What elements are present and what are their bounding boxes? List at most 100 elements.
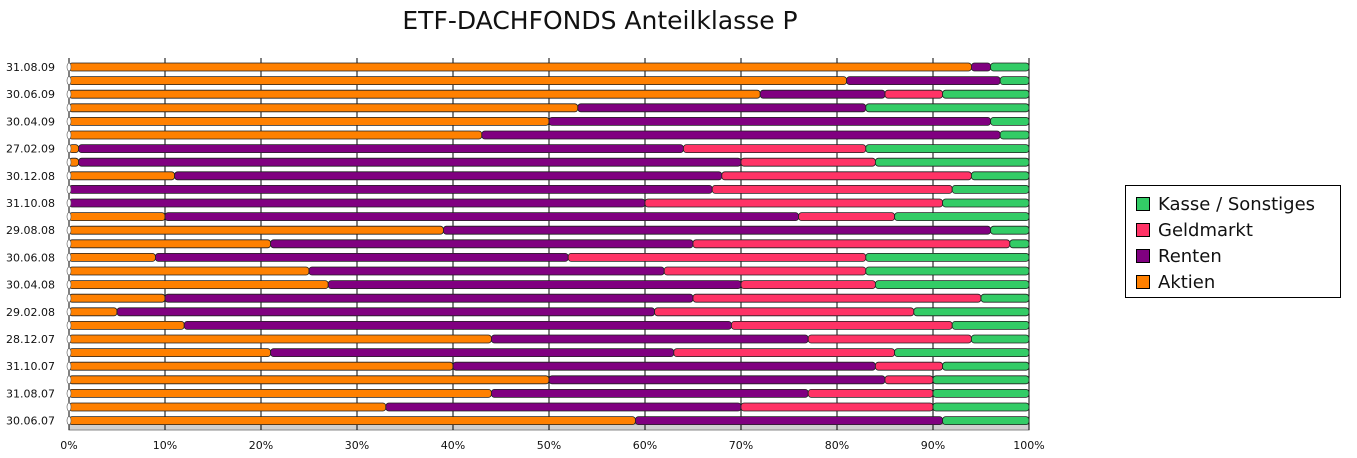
bar-segment-geldmarkt [673,348,895,358]
x-tick-label: 100% [1013,439,1044,452]
y-tick-label: 27.02.09 [6,143,55,156]
bar-cap [66,293,72,303]
bar-segment-kasse-sonstiges [971,171,1030,181]
legend-item: Kasse / Sonstiges [1136,191,1340,217]
y-tick-label: 30.06.09 [6,88,55,101]
bar-segment-aktien [68,266,310,276]
stacked-bar-chart: 0% 10% 20% 30% 40% 50% 60% 70% 80% 90% 100% 31.08.0… [6,58,1045,452]
bar-layer [66,62,1030,426]
bar-segment-aktien [68,62,972,72]
bar-segment-kasse-sonstiges [951,184,1030,194]
axis-layer: 0% 10% 20% 30% 40% 50% 60% 70% 80% 90% 100% 31.08.0… [6,61,1045,452]
bar-cap [66,89,72,99]
bar-segment-aktien [68,117,550,126]
y-tick-label: 31.10.08 [6,197,55,210]
bar-segment-aktien [68,103,579,113]
y-tick-label: 30.04.09 [6,115,55,128]
bar-segment-renten [385,402,742,412]
bar-segment-renten [68,198,646,208]
bar-segment-renten [270,239,694,249]
bar-segment-aktien [68,320,185,330]
bar-segment-kasse-sonstiges [932,375,1030,385]
bar-segment-kasse-sonstiges [932,402,1030,412]
bar-cap [66,103,72,113]
bar-cap [66,348,72,357]
bar-segment-renten [270,348,675,358]
bar-cap [66,389,72,398]
bar-segment-kasse-sonstiges [875,157,1030,167]
bar-segment-aktien [68,252,156,262]
bar-segment-geldmarkt [740,280,876,290]
legend-label: Kasse / Sonstiges [1158,193,1316,215]
y-tick-label: 28.12.07 [6,333,55,346]
legend-label: Renten [1158,245,1222,267]
bar-cap [66,253,72,262]
bar-segment-renten [68,184,713,194]
y-tick-label: 31.08.07 [6,387,55,400]
bar-segment-kasse-sonstiges [942,361,1030,371]
bar-segment-renten [490,334,809,344]
bar-segment-geldmarkt [644,198,944,208]
bar-cap [66,266,72,276]
bar-segment-geldmarkt [654,307,915,317]
bar-segment-aktien [68,225,444,235]
bar-segment-renten [442,225,992,235]
x-tick-label: 50% [537,439,561,452]
bar-segment-aktien [68,307,118,317]
bar-segment-geldmarkt [567,252,867,262]
bar-segment-aktien [68,416,636,426]
legend-swatch [1136,197,1150,211]
bar-segment-renten [577,103,867,113]
bar-segment-aktien [68,280,329,290]
bar-segment-geldmarkt [740,402,934,412]
y-tick-label: 29.08.08 [6,224,55,237]
bar-segment-renten [635,416,944,426]
bar-segment-kasse-sonstiges [999,130,1030,140]
bar-segment-kasse-sonstiges [875,280,1030,290]
bar-segment-kasse-sonstiges [990,117,1030,126]
bar-segment-geldmarkt [875,361,944,371]
bar-cap [66,185,72,194]
bar-segment-kasse-sonstiges [990,62,1030,72]
bar-cap [66,334,72,344]
bar-segment-geldmarkt [807,388,934,398]
bar-segment-renten [327,280,742,290]
bar-segment-renten [174,171,723,181]
bar-segment-renten [164,212,799,222]
bar-segment-geldmarkt [731,320,953,330]
bar-segment-renten [78,157,742,167]
x-tick-label: 60% [633,439,657,452]
y-tick-label: 29.02.08 [6,306,55,319]
bar-segment-renten [548,117,992,126]
x-tick-label: 80% [825,439,849,452]
x-tick-label: 0% [60,439,77,452]
bar-cap [66,76,72,85]
bar-cap [66,402,72,412]
bar-cap [66,157,72,167]
bar-cap [66,321,72,330]
x-tick-label: 10% [153,439,177,452]
legend-label: Aktien [1158,271,1216,293]
bar-cap [66,280,72,289]
bar-segment-kasse-sonstiges [942,198,1030,208]
y-tick-label: 30.12.08 [6,170,55,183]
bar-segment-kasse-sonstiges [971,334,1030,344]
bar-segment-aktien [68,212,166,222]
bar-segment-geldmarkt [740,157,876,167]
bar-cap [66,198,72,208]
x-tick-label: 20% [249,439,273,452]
bar-segment-kasse-sonstiges [865,266,1030,276]
bar-segment-geldmarkt [884,89,943,99]
legend-item: Aktien [1136,269,1340,295]
bar-segment-renten [971,62,992,72]
bar-cap [66,212,72,221]
bar-cap [66,171,72,181]
bar-segment-kasse-sonstiges [990,225,1030,235]
bar-segment-kasse-sonstiges [999,76,1030,85]
bar-segment-geldmarkt [798,212,895,222]
bar-cap [66,130,72,140]
bar-segment-renten [481,130,1001,140]
x-tick-label: 30% [345,439,369,452]
legend-swatch [1136,223,1150,237]
x-tick-label: 40% [441,439,465,452]
